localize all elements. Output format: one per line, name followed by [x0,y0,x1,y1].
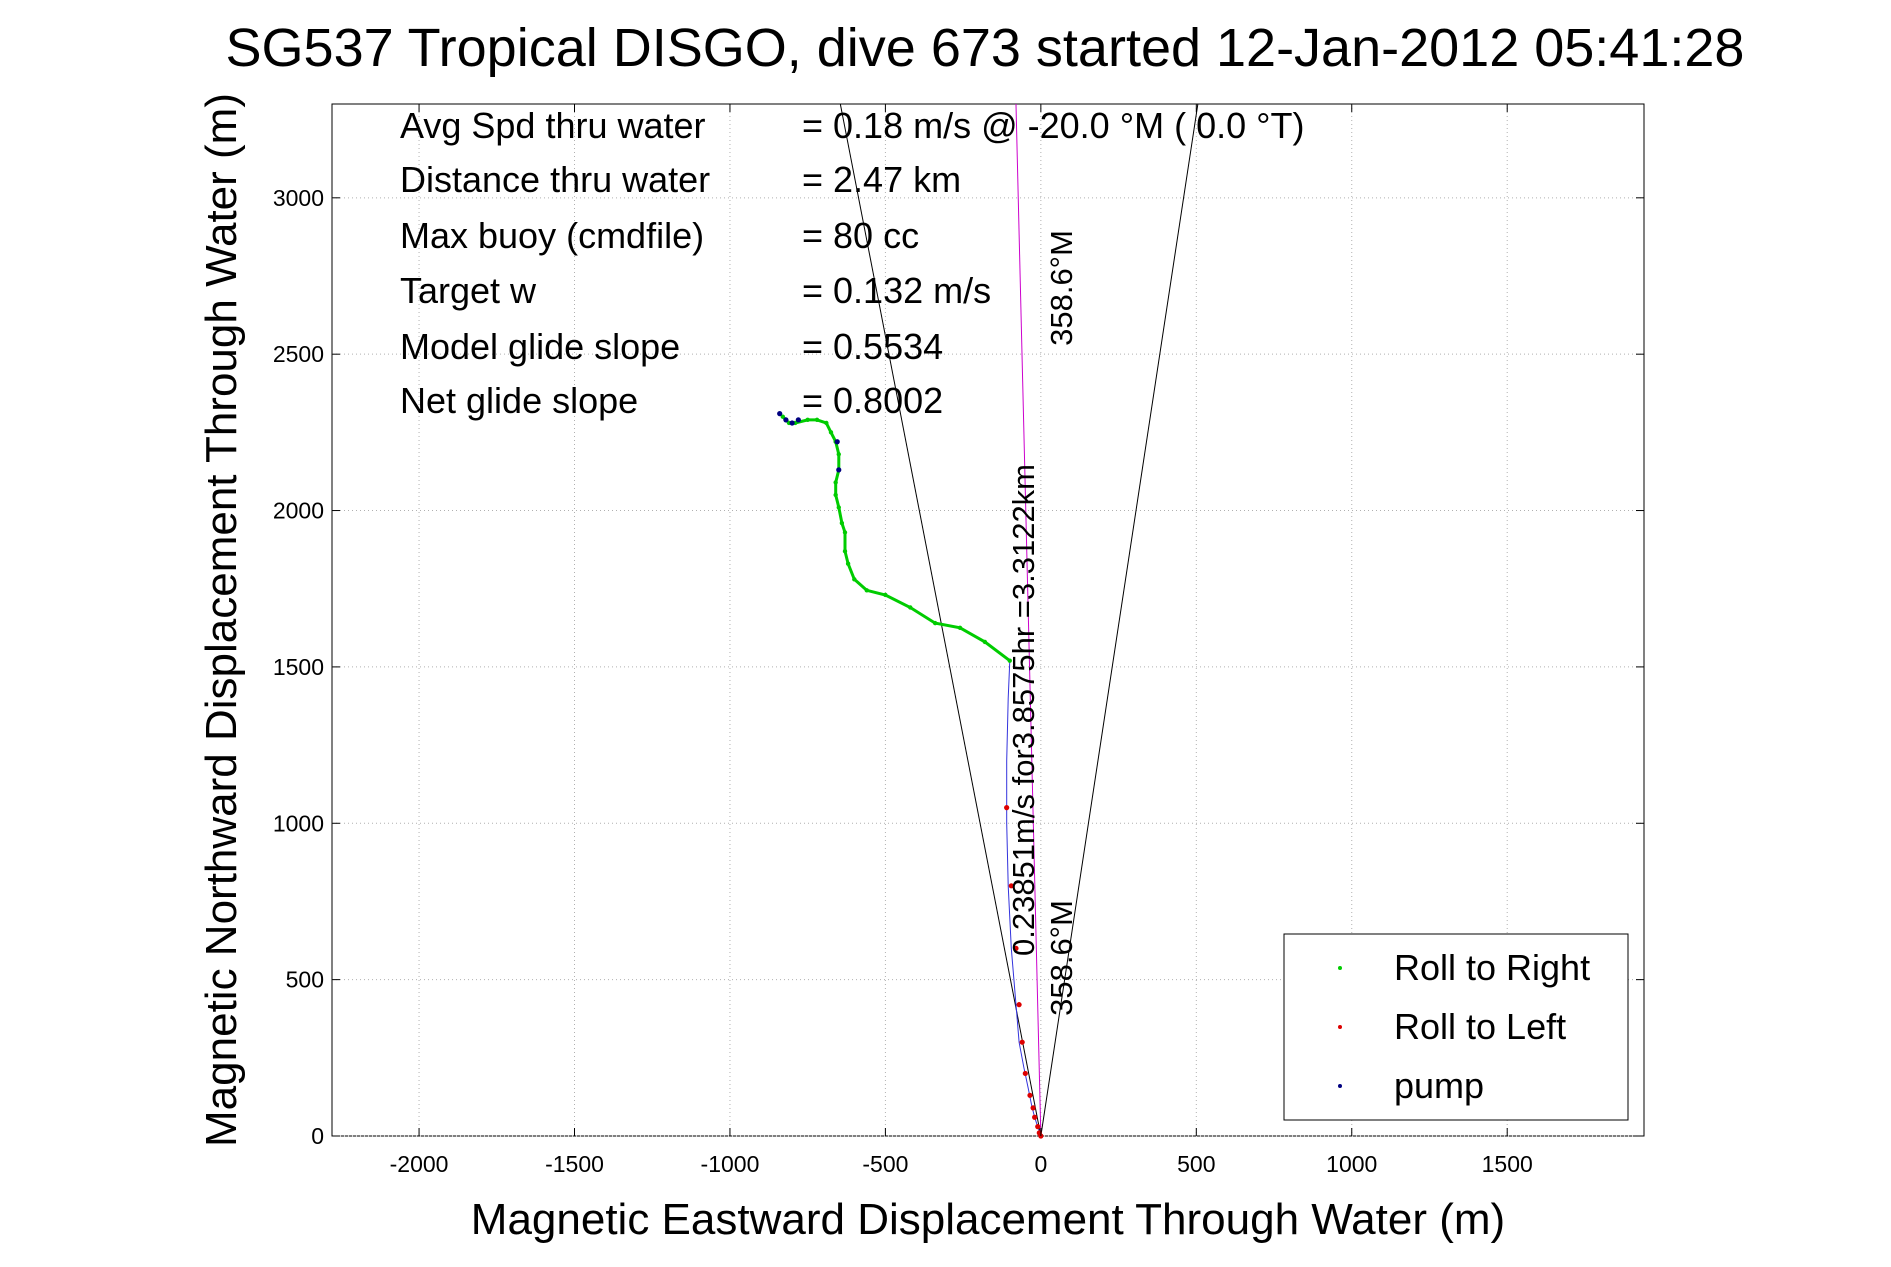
y-tick-label: 3000 [273,185,324,211]
point-roll-to-right [833,492,838,498]
x-tick-label: -1000 [701,1151,760,1177]
y-tick-label: 2500 [273,341,324,367]
y-tick-label: 0 [311,1123,324,1149]
legend-marker-roll-right [1338,966,1342,970]
info-label-avg-speed: Avg Spd thru water [400,105,706,146]
point-pump [789,420,795,426]
point-roll-to-right [833,480,838,485]
info-value-target-w: = 0.132 m/s [802,270,991,311]
point-roll-to-right [1007,658,1012,663]
cone-line [839,103,1042,1137]
point-roll-to-right [814,417,820,423]
x-tick-label: 1000 [1326,1151,1377,1177]
point-roll-to-left [1027,1092,1033,1098]
legend-marker-pump [1338,1084,1342,1088]
point-pump [777,411,783,417]
point-roll-to-right [982,639,988,645]
point-roll-to-right [845,561,851,566]
x-tick-label: -500 [862,1151,908,1177]
chart-title: SG537 Tropical DISGO, dive 673 started 1… [226,18,1745,78]
y-tick-label: 500 [286,967,324,993]
y-tick-label: 2000 [273,498,324,524]
guide-lines [839,103,1199,1137]
point-roll-to-right [883,592,888,598]
point-roll-to-right [852,577,857,582]
x-axis-label: Magnetic Eastward Displacement Through W… [471,1195,1505,1244]
heading-label-top: 358.6°M [1044,230,1079,346]
point-roll-to-right [932,620,938,626]
current-annotation: 0.23851m/s for3.8575hr =3.3122km [1006,464,1041,956]
y-tick-label: 1000 [273,810,324,836]
x-tick-label: 0 [1034,1151,1047,1177]
point-roll-to-right [864,588,869,593]
legend: Roll to Right Roll to Left pump [1283,933,1629,1121]
info-label-target-w: Target w [400,270,537,311]
point-pump [795,417,801,423]
point-pump [834,439,840,445]
legend-label-roll-left: Roll to Left [1394,1006,1566,1047]
point-pump [836,467,842,473]
point-roll-to-left [1030,1105,1036,1111]
info-value-distance: = 2.47 km [802,159,961,200]
point-roll-to-left [1019,1039,1025,1045]
data-points [777,411,1044,1139]
point-roll-to-left [1013,945,1019,951]
cone-line [1040,103,1199,1137]
info-label-max-buoy: Max buoy (cmdfile) [400,215,704,256]
point-roll-to-right [828,430,834,435]
point-roll-to-left [1016,1002,1022,1008]
x-tick-label: -2000 [390,1151,449,1177]
info-label-distance: Distance thru water [400,159,710,200]
y-axis-ticks: 0 500 1000 1500 2000 2500 3000 [273,185,1644,1149]
info-value-avg-speed: = 0.18 m/s @ -20.0 °M ( 0.0 °T) [802,105,1305,146]
point-roll-to-right [824,420,829,426]
legend-marker-roll-left [1338,1025,1342,1029]
point-roll-to-right [836,505,841,510]
point-roll-to-right [842,549,848,554]
info-value-model-glide: = 0.5534 [802,326,943,367]
info-label-net-glide: Net glide slope [400,380,638,421]
point-roll-to-right [836,452,841,457]
point-roll-to-right [780,414,786,419]
heading-label-bottom: 358.6°M [1044,900,1079,1016]
x-tick-label: -1500 [545,1151,604,1177]
y-axis-label: Magnetic Northward Displacement Through … [197,93,246,1147]
legend-label-roll-right: Roll to Right [1394,947,1590,988]
point-roll-to-right [805,417,810,423]
point-roll-to-right [908,605,913,610]
point-roll-to-left [1004,805,1010,811]
x-axis-ticks: -2000 -1500 -1000 -500 0 500 1000 1500 [390,104,1533,1177]
x-tick-label: 500 [1177,1151,1215,1177]
legend-label-pump: pump [1394,1065,1484,1106]
info-block: Avg Spd thru water = 0.18 m/s @ -20.0 °M… [400,105,1305,421]
point-roll-to-left [1022,1070,1028,1077]
point-roll-to-left [1035,1124,1041,1130]
x-tick-label: 1500 [1482,1151,1533,1177]
heading-line [1015,103,1042,1137]
info-value-max-buoy: = 80 cc [802,215,919,256]
y-tick-label: 1500 [273,654,324,680]
point-roll-to-left [1008,883,1014,889]
info-value-net-glide: = 0.8002 [802,380,943,421]
point-roll-to-left [1032,1114,1038,1120]
point-roll-to-right [842,530,848,535]
point-roll-to-right [957,625,963,631]
info-label-model-glide: Model glide slope [400,326,680,367]
point-pump [783,417,789,423]
point-roll-to-right [839,520,845,526]
